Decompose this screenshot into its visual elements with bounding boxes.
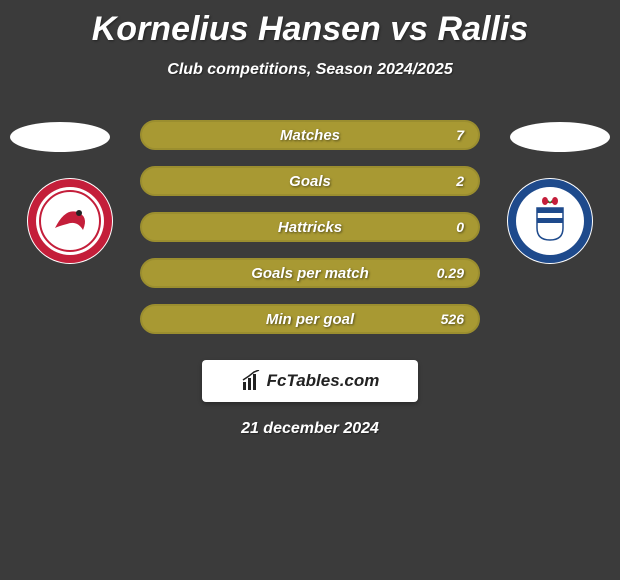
stat-bar-label: Min per goal bbox=[266, 311, 354, 328]
stat-bar-value: 526 bbox=[441, 311, 464, 327]
stat-bars-container: Matches 7 Goals 2 Hattricks 0 Goals per match 0… bbox=[140, 120, 480, 334]
date-text: 21 december 2024 bbox=[0, 420, 620, 438]
stat-bar-value: 0 bbox=[456, 219, 464, 235]
stat-bar-label: Goals per match bbox=[251, 265, 369, 282]
stat-bar: Matches 7 bbox=[140, 120, 480, 150]
stat-bar: Min per goal 526 bbox=[140, 304, 480, 334]
stat-bar-label: Hattricks bbox=[278, 219, 342, 236]
stat-bar-label: Goals bbox=[289, 173, 331, 190]
stat-bar-label: Matches bbox=[280, 127, 340, 144]
chart-icon bbox=[241, 370, 263, 392]
brand-box: FcTables.com bbox=[202, 360, 418, 402]
stat-bar: Hattricks 0 bbox=[140, 212, 480, 242]
stat-bar-value: 2 bbox=[456, 173, 464, 189]
stat-bar-value: 0.29 bbox=[437, 265, 464, 281]
brand-text: FcTables.com bbox=[267, 371, 380, 391]
stat-bar: Goals per match 0.29 bbox=[140, 258, 480, 288]
stat-bar-value: 7 bbox=[456, 127, 464, 143]
stat-bar: Goals 2 bbox=[140, 166, 480, 196]
